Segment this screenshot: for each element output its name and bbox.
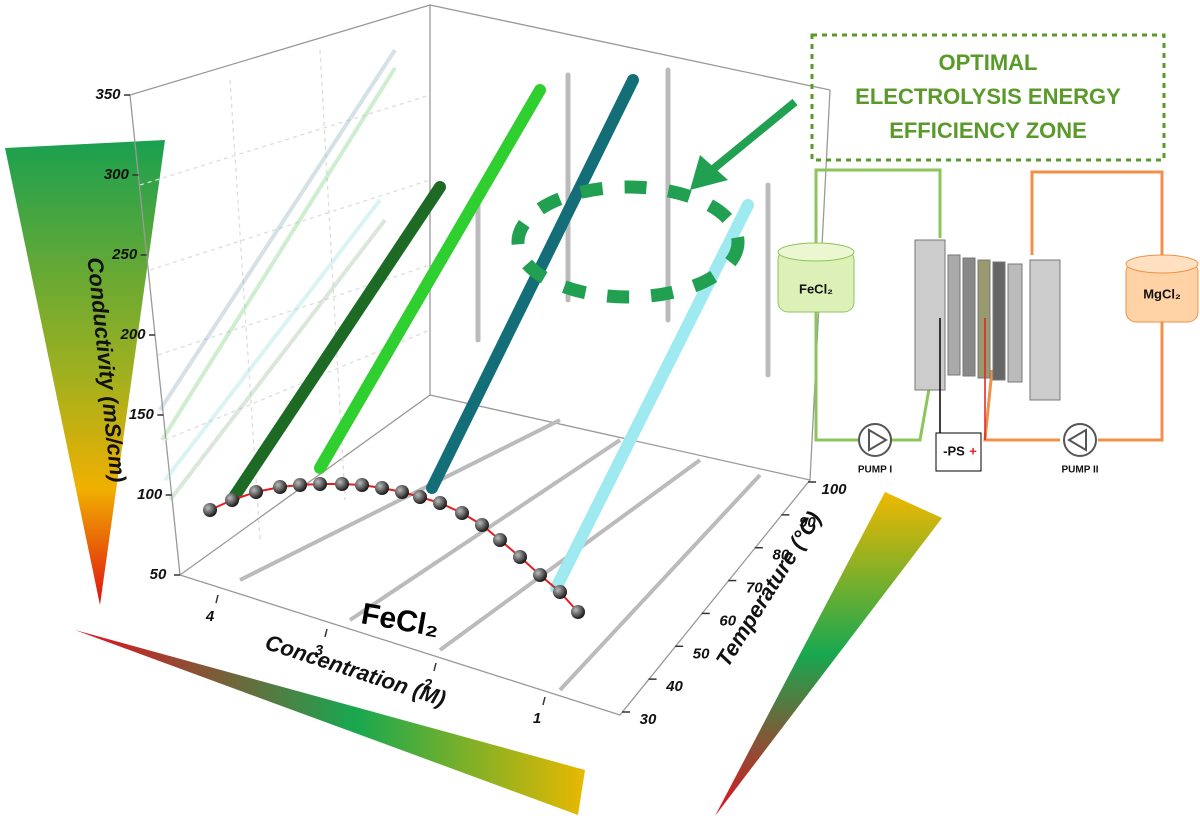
point — [571, 605, 585, 619]
tick-label: 200 — [119, 326, 146, 343]
callout-box — [810, 33, 1166, 162]
point — [533, 568, 547, 582]
tank-label: FeCl₂ — [799, 281, 833, 296]
power-label: -PS — [943, 443, 965, 458]
tick-label: 350 — [95, 86, 121, 103]
point — [293, 478, 307, 492]
point — [493, 533, 507, 547]
point — [395, 485, 409, 499]
ghost-curves — [158, 48, 397, 502]
tick-label: 40 — [665, 678, 683, 695]
callout-line: OPTIMAL — [939, 50, 1038, 75]
point — [375, 481, 389, 495]
back-poles — [475, 67, 771, 378]
point — [249, 485, 263, 499]
tick-label: 1 — [533, 710, 541, 727]
data-curves — [226, 74, 754, 594]
tick-label: 50 — [693, 645, 710, 662]
tick-mark — [324, 628, 328, 638]
tick-label: 60 — [719, 612, 736, 629]
point — [203, 503, 217, 517]
tick-label: 3 — [315, 642, 324, 659]
point — [433, 496, 447, 510]
point — [313, 477, 327, 491]
point — [475, 518, 489, 532]
tick-label: 70 — [746, 580, 763, 597]
point — [413, 490, 427, 504]
figure-title: FeCl₂ — [359, 597, 442, 643]
box-frame — [129, 4, 831, 716]
power-label: + — [969, 443, 977, 458]
point — [513, 550, 527, 564]
cell-diagram: FeCl₂ MgCl₂ PUMP I PUMP II -PS + — [777, 168, 1199, 476]
max-points — [203, 477, 585, 619]
point — [355, 478, 369, 492]
gradient-bars — [5, 140, 942, 816]
tick-label: 90 — [799, 514, 816, 531]
zone-ellipse — [511, 98, 798, 304]
tick-label: 100 — [821, 481, 847, 498]
tick-mark — [215, 594, 219, 604]
tick-label: 250 — [111, 246, 138, 263]
tank-label: MgCl₂ — [1143, 286, 1181, 301]
tick-label: 80 — [773, 547, 790, 564]
tick-label: 100 — [137, 486, 163, 503]
tick-label: 4 — [205, 608, 215, 625]
point — [335, 477, 349, 491]
point — [553, 585, 567, 599]
tick-label: 2 — [423, 676, 433, 693]
point — [455, 506, 469, 520]
tick-label: 150 — [129, 406, 155, 423]
tick-label: 30 — [640, 711, 657, 728]
tick-mark — [433, 662, 437, 672]
pump-label: PUMP I — [858, 465, 892, 476]
pump-label: PUMP II — [1061, 465, 1098, 476]
point — [225, 493, 239, 507]
callout-line: ELECTROLYSIS ENERGY — [855, 84, 1121, 109]
tick-label: 50 — [150, 566, 167, 583]
tick-label: 300 — [104, 166, 130, 183]
callout-line: EFFICIENCY ZONE — [889, 118, 1087, 143]
tick-mark — [542, 696, 546, 706]
point — [273, 480, 287, 494]
